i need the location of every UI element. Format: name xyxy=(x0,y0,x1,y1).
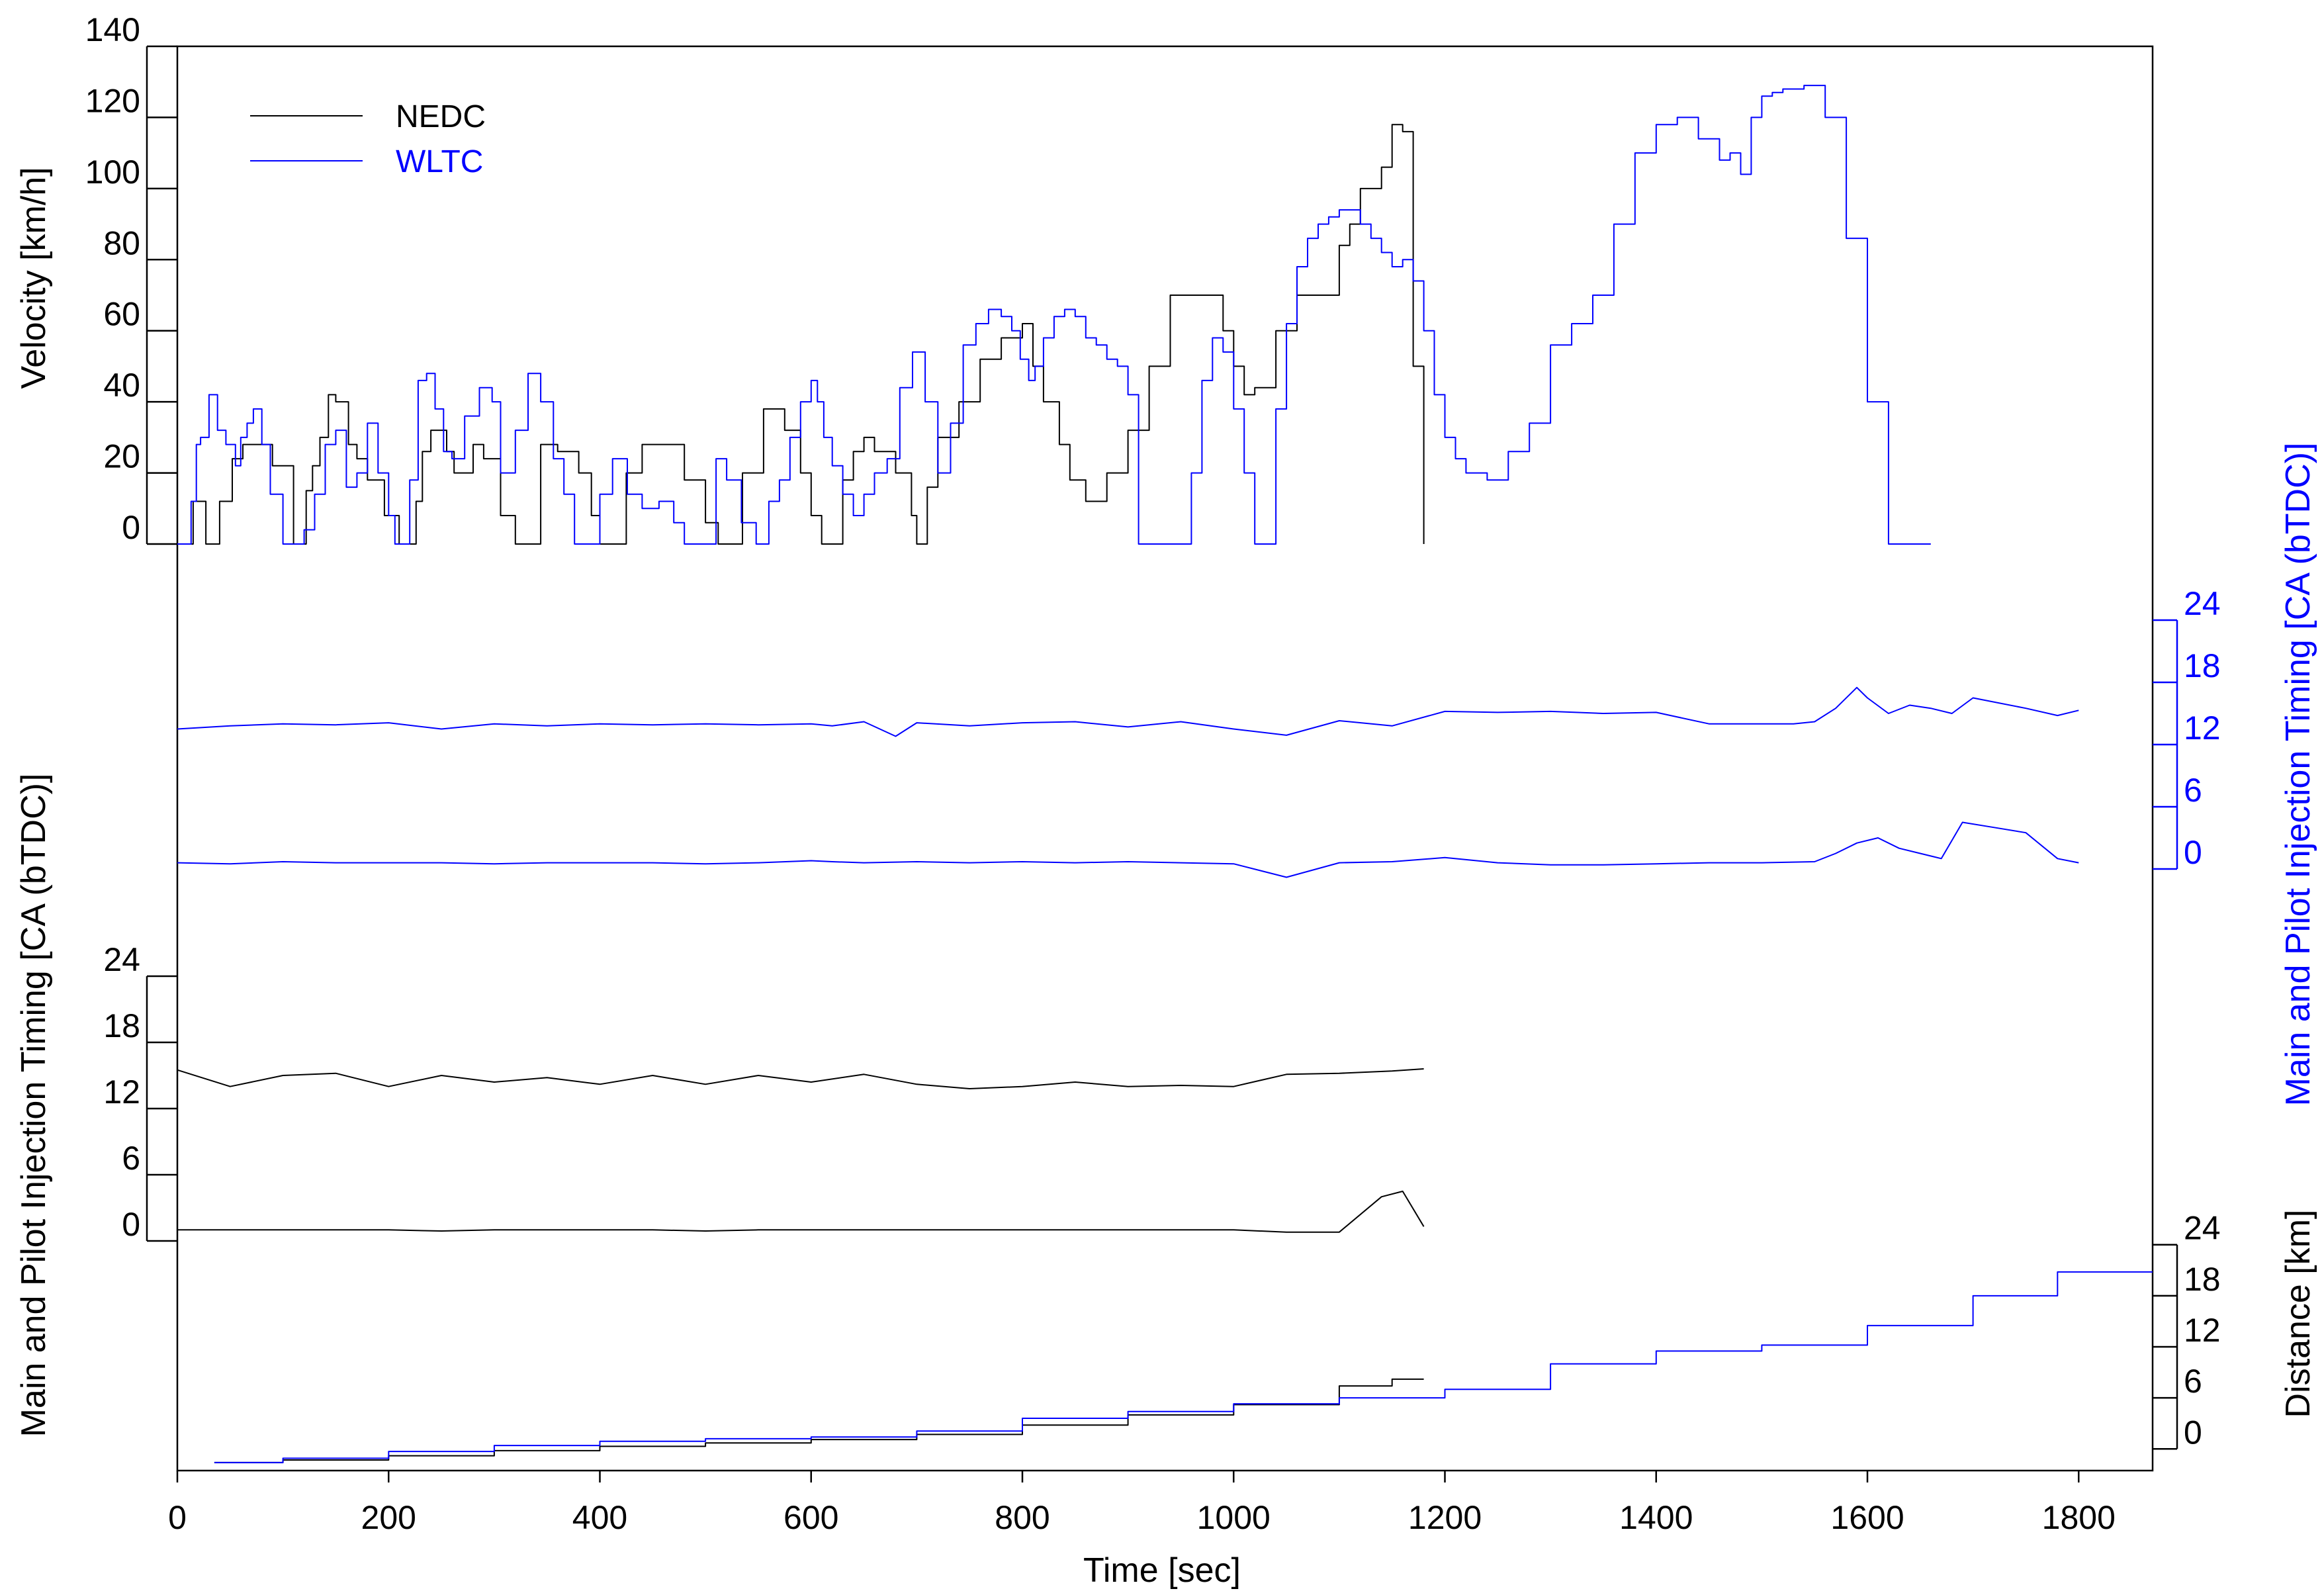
wltc-injection-y-tick-label: 0 xyxy=(2184,834,2202,871)
x-tick-label: 1000 xyxy=(1197,1499,1271,1536)
x-tick-label: 1800 xyxy=(2042,1499,2116,1536)
x-tick-label: 600 xyxy=(783,1499,838,1536)
x-tick-label: 1200 xyxy=(1408,1499,1482,1536)
x-tick-label: 400 xyxy=(572,1499,627,1536)
nedc-injection-y-tick-label: 0 xyxy=(122,1206,140,1243)
nedc-injection-series-nedc-main xyxy=(177,1068,1424,1089)
x-tick-label: 1600 xyxy=(1830,1499,1904,1536)
x-tick-label: 200 xyxy=(361,1499,416,1536)
x-tick-label: 0 xyxy=(168,1499,187,1536)
distance-y-tick-label: 6 xyxy=(2184,1363,2202,1400)
nedc-injection-y-tick-label: 18 xyxy=(103,1007,140,1044)
x-axis-title: Time [sec] xyxy=(1083,1551,1241,1590)
velocity-y-tick-label: 140 xyxy=(85,11,140,48)
x-tick-label: 800 xyxy=(995,1499,1050,1536)
distance-series-nedc xyxy=(214,1378,1424,1463)
velocity-series-wltc xyxy=(177,85,1931,545)
nedc-injection-series-nedc-pilot xyxy=(177,1191,1425,1233)
velocity-y-tick-label: 100 xyxy=(85,154,140,191)
wltc-injection-series-wltc-pilot xyxy=(177,821,2079,878)
distance-y-tick-label: 0 xyxy=(2184,1414,2202,1451)
nedc-injection-y-tick-label: 24 xyxy=(103,941,140,978)
velocity-axis-title: Velocity [km/h] xyxy=(15,167,53,388)
velocity-y-tick-label: 0 xyxy=(122,509,140,546)
legend-label-wltc: WLTC xyxy=(396,144,483,179)
distance-y-tick-label: 24 xyxy=(2184,1210,2221,1247)
wltc-injection-y-tick-label: 18 xyxy=(2184,647,2221,684)
nedc-injection-axis-title: Main and Pilot Injection Timing [CA (bTD… xyxy=(15,774,53,1437)
velocity-series-nedc xyxy=(177,124,1425,545)
velocity-y-tick-label: 40 xyxy=(103,367,140,404)
legend: NEDC WLTC xyxy=(250,99,486,179)
nedc-injection-y-tick-label: 12 xyxy=(103,1073,140,1111)
distance-axis-title: Distance [km] xyxy=(2279,1210,2317,1418)
wltc-injection-y-tick-label: 6 xyxy=(2184,772,2202,809)
wltc-injection-axis-title: Main and Pilot Injection Timing [CA (bTD… xyxy=(2279,443,2317,1107)
velocity-y-tick-label: 120 xyxy=(85,82,140,119)
plot-frame xyxy=(176,45,2154,1472)
velocity-y-tick-label: 80 xyxy=(103,224,140,261)
wltc-injection-series-wltc-main xyxy=(177,686,2079,737)
legend-label-nedc: NEDC xyxy=(396,99,486,134)
distance-y-tick-label: 18 xyxy=(2184,1261,2221,1298)
wltc-injection-y-tick-label: 12 xyxy=(2184,709,2221,747)
distance-y-tick-label: 12 xyxy=(2184,1312,2221,1349)
wltc-injection-y-tick-label: 24 xyxy=(2184,585,2221,622)
nedc-injection-y-tick-label: 6 xyxy=(122,1140,140,1177)
distance-series-wltc xyxy=(214,1271,2153,1463)
velocity-y-tick-label: 20 xyxy=(103,438,140,475)
x-tick-label: 1400 xyxy=(1619,1499,1693,1536)
velocity-y-tick-label: 60 xyxy=(103,296,140,333)
